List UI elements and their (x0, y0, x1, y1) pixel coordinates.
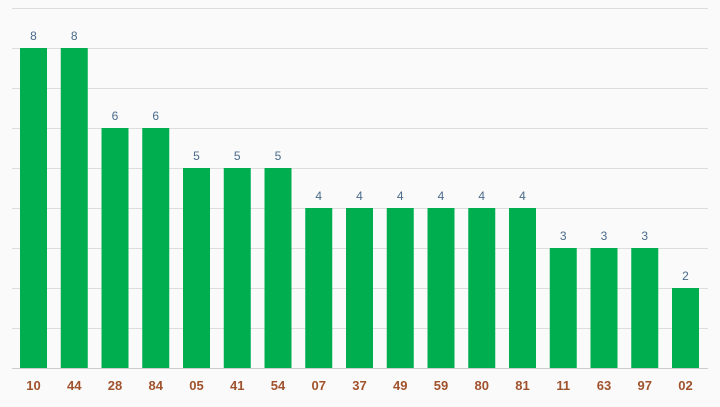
x-tick-label-54: 54 (271, 378, 286, 393)
x-tick-label-63: 63 (597, 378, 611, 393)
bar-97[interactable] (631, 248, 659, 368)
bar-value-label-07: 4 (315, 189, 322, 203)
bar-value-label-10: 8 (30, 29, 37, 43)
bar-value-label-49: 4 (397, 189, 404, 203)
bar-value-labels: 8 8 6 6 5 5 5 4 4 4 4 4 4 3 3 3 2 (30, 29, 689, 283)
bar-value-label-80: 4 (478, 189, 485, 203)
x-tick-label-07: 07 (312, 378, 326, 393)
bar-value-label-63: 3 (601, 229, 608, 243)
x-tick-label-81: 81 (515, 378, 529, 393)
x-tick-label-97: 97 (638, 378, 652, 393)
x-tick-label-28: 28 (108, 378, 122, 393)
bar-11[interactable] (549, 248, 577, 368)
bar-41[interactable] (223, 168, 251, 368)
bar-81[interactable] (509, 208, 536, 368)
x-tick-label-59: 59 (434, 378, 448, 393)
x-tick-label-11: 11 (556, 378, 570, 393)
bar-84[interactable] (142, 128, 170, 368)
bar-value-label-37: 4 (356, 189, 363, 203)
bar-63[interactable] (590, 248, 618, 368)
x-tick-label-10: 10 (26, 378, 40, 393)
x-tick-label-41: 41 (230, 378, 244, 393)
bar-value-label-41: 5 (234, 149, 241, 163)
bar-05[interactable] (183, 168, 210, 368)
bar-value-label-54: 5 (275, 149, 282, 163)
x-tick-label-49: 49 (393, 378, 407, 393)
bar-49[interactable] (386, 208, 414, 368)
bar-value-label-97: 3 (641, 229, 648, 243)
x-tick-label-80: 80 (475, 378, 489, 393)
x-tick-label-02: 02 (678, 378, 692, 393)
bar-07[interactable] (305, 208, 333, 368)
bar-44[interactable] (60, 48, 88, 368)
bar-value-label-44: 8 (71, 29, 78, 43)
bar-value-label-84: 6 (152, 109, 159, 123)
bar-59[interactable] (427, 208, 455, 368)
bar-02[interactable] (672, 288, 699, 368)
x-axis-tick-labels: 10 44 28 84 05 41 54 07 37 49 59 80 81 11 63 97 02 (26, 378, 692, 393)
bar-80[interactable] (468, 208, 496, 368)
bar-value-label-05: 5 (193, 149, 200, 163)
bar-10[interactable] (20, 48, 47, 368)
bar-value-label-81: 4 (519, 189, 526, 203)
bar-37[interactable] (346, 208, 373, 368)
bar-54[interactable] (264, 168, 292, 368)
bar-value-label-02: 2 (682, 269, 689, 283)
x-tick-label-05: 05 (189, 378, 203, 393)
x-tick-label-37: 37 (352, 378, 366, 393)
bar-value-label-28: 6 (112, 109, 119, 123)
bar-28[interactable] (101, 128, 129, 368)
bar-value-label-59: 4 (438, 189, 445, 203)
bar-value-label-11: 3 (560, 229, 567, 243)
x-tick-label-84: 84 (149, 378, 164, 393)
x-tick-label-44: 44 (67, 378, 82, 393)
bars (20, 48, 699, 368)
